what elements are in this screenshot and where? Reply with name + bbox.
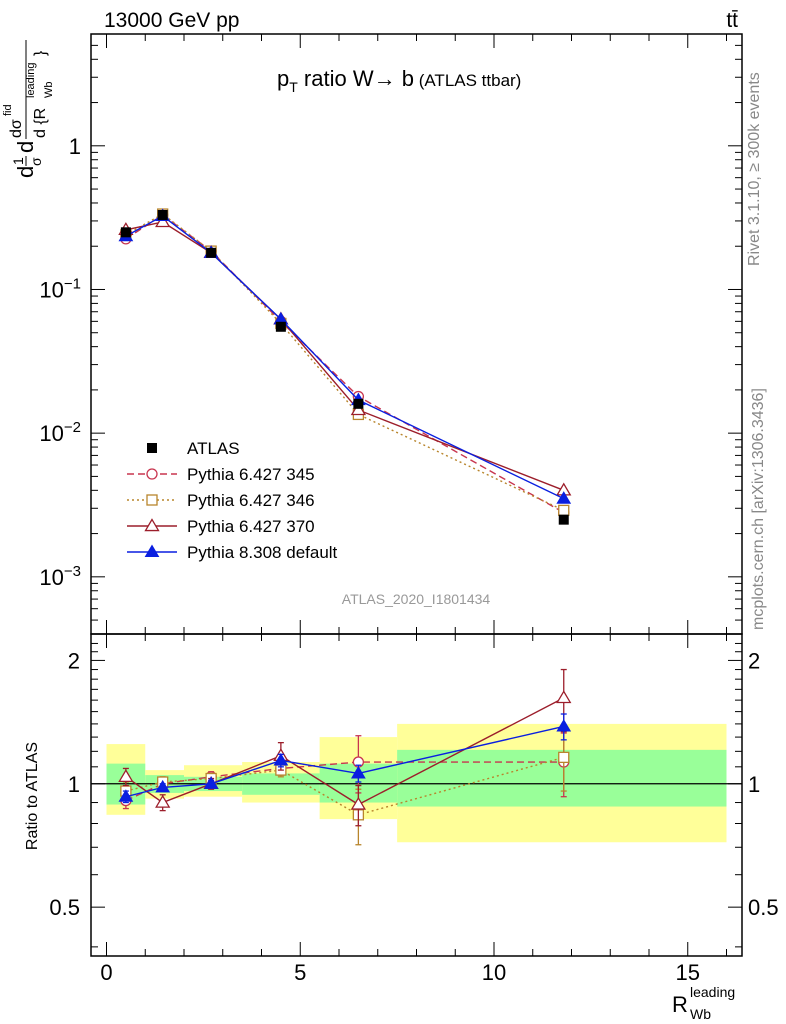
series-marker <box>556 491 572 504</box>
legend-item: Pythia 6.427 370 <box>127 517 315 536</box>
x-tick-label: 15 <box>676 960 700 985</box>
series-marker <box>118 769 134 783</box>
series-marker <box>203 776 219 789</box>
series-marker <box>155 794 171 808</box>
series-marker <box>558 504 570 517</box>
svg-text:}: } <box>32 50 49 56</box>
data-marker <box>353 398 364 409</box>
series-marker <box>556 690 572 704</box>
series-marker <box>558 751 570 764</box>
series-marker <box>351 765 366 779</box>
series-marker <box>350 796 367 810</box>
ratio-y-tick-label: 0.5 <box>49 895 80 920</box>
legend-label: Pythia 8.308 default <box>187 543 338 562</box>
series-marker <box>155 779 171 793</box>
rivet-version-label: Rivet 3.1.10, ≥ 300k events <box>746 72 763 266</box>
data-marker <box>147 443 157 453</box>
series-marker <box>118 789 134 802</box>
data-marker <box>120 227 131 238</box>
ratio-y-tick-label: 2 <box>68 648 80 673</box>
svg-text:leading: leading <box>25 63 37 98</box>
legend-label: Pythia 6.427 370 <box>187 517 315 536</box>
legend-item: Pythia 6.427 345 <box>127 465 315 484</box>
x-tick-label: 0 <box>100 960 112 985</box>
y-axis-label: d 1 σ d dσ fid d {R leading Wb } <box>2 40 55 178</box>
ratio-series-line <box>125 756 564 816</box>
series-marker <box>144 518 160 532</box>
y-tick-label: 10−2 <box>39 419 81 446</box>
ratio-y-tick-label-right: 2 <box>748 648 760 673</box>
series-marker <box>556 718 572 732</box>
series-marker <box>146 494 158 506</box>
legend-item: Pythia 6.427 346 <box>127 491 315 510</box>
ratio-series-line <box>125 697 565 806</box>
mcplots-label: mcplots.cern.ch [arXiv:1306.3436] <box>750 388 767 630</box>
svg-text:leading: leading <box>690 984 735 1000</box>
data-marker <box>558 514 569 525</box>
ratio-y-tick-label: 1 <box>68 772 80 797</box>
legend-label: Pythia 6.427 345 <box>187 465 315 484</box>
ratio-y-axis-label: Ratio to ATLAS <box>24 742 41 850</box>
legend-item: Pythia 8.308 default <box>127 543 338 562</box>
header-left-label: 13000 GeV pp <box>104 9 240 32</box>
ratio-y-tick-label-right: 0.5 <box>748 895 779 920</box>
ratio-y-tick-label-right: 1 <box>748 772 760 797</box>
series-line <box>125 213 565 512</box>
series-pythia-8-308-default <box>118 208 572 804</box>
x-axis-label: R leading Wb <box>672 984 735 1022</box>
svg-text:d {R: d {R <box>32 108 49 138</box>
svg-text:fid: fid <box>2 104 14 116</box>
svg-text:σ: σ <box>28 157 44 166</box>
svg-text:Wb: Wb <box>43 82 55 99</box>
legend: ATLAS Pythia 6.427 345 Pythia 6.427 346 Pyt… <box>127 439 338 562</box>
header-right-label: tt̄ <box>726 9 738 32</box>
series-marker <box>350 402 367 416</box>
series-marker <box>155 214 171 228</box>
series-atlas-data <box>120 209 569 525</box>
svg-text:d: d <box>13 141 38 153</box>
data-marker <box>275 321 286 332</box>
series-marker <box>273 752 289 766</box>
y-tick-label: 10−3 <box>39 563 81 590</box>
legend-item: ATLAS <box>147 439 240 458</box>
legend-label: ATLAS <box>187 439 240 458</box>
svg-text:R: R <box>672 992 688 1017</box>
y-tick-label: 1 <box>69 134 81 159</box>
y-tick-label: 10−1 <box>39 275 81 302</box>
chart-title: pT ratio W→ b (ATLAS ttbar) <box>277 66 521 95</box>
x-tick-label: 10 <box>482 960 506 985</box>
svg-text:1: 1 <box>10 157 26 165</box>
data-marker <box>206 247 217 258</box>
series-marker <box>144 544 160 558</box>
svg-text:d: d <box>13 166 38 178</box>
svg-text:dσ: dσ <box>8 119 25 138</box>
analysis-watermark: ATLAS_2020_I1801434 <box>342 591 491 607</box>
series-marker <box>146 468 158 480</box>
legend-label: Pythia 6.427 346 <box>187 491 315 510</box>
ratio-uncertainty-bands <box>106 723 727 843</box>
x-tick-label: 5 <box>294 960 306 985</box>
svg-text:Wb: Wb <box>690 1006 711 1022</box>
ratio-series-line <box>125 725 564 798</box>
data-marker <box>157 209 168 220</box>
